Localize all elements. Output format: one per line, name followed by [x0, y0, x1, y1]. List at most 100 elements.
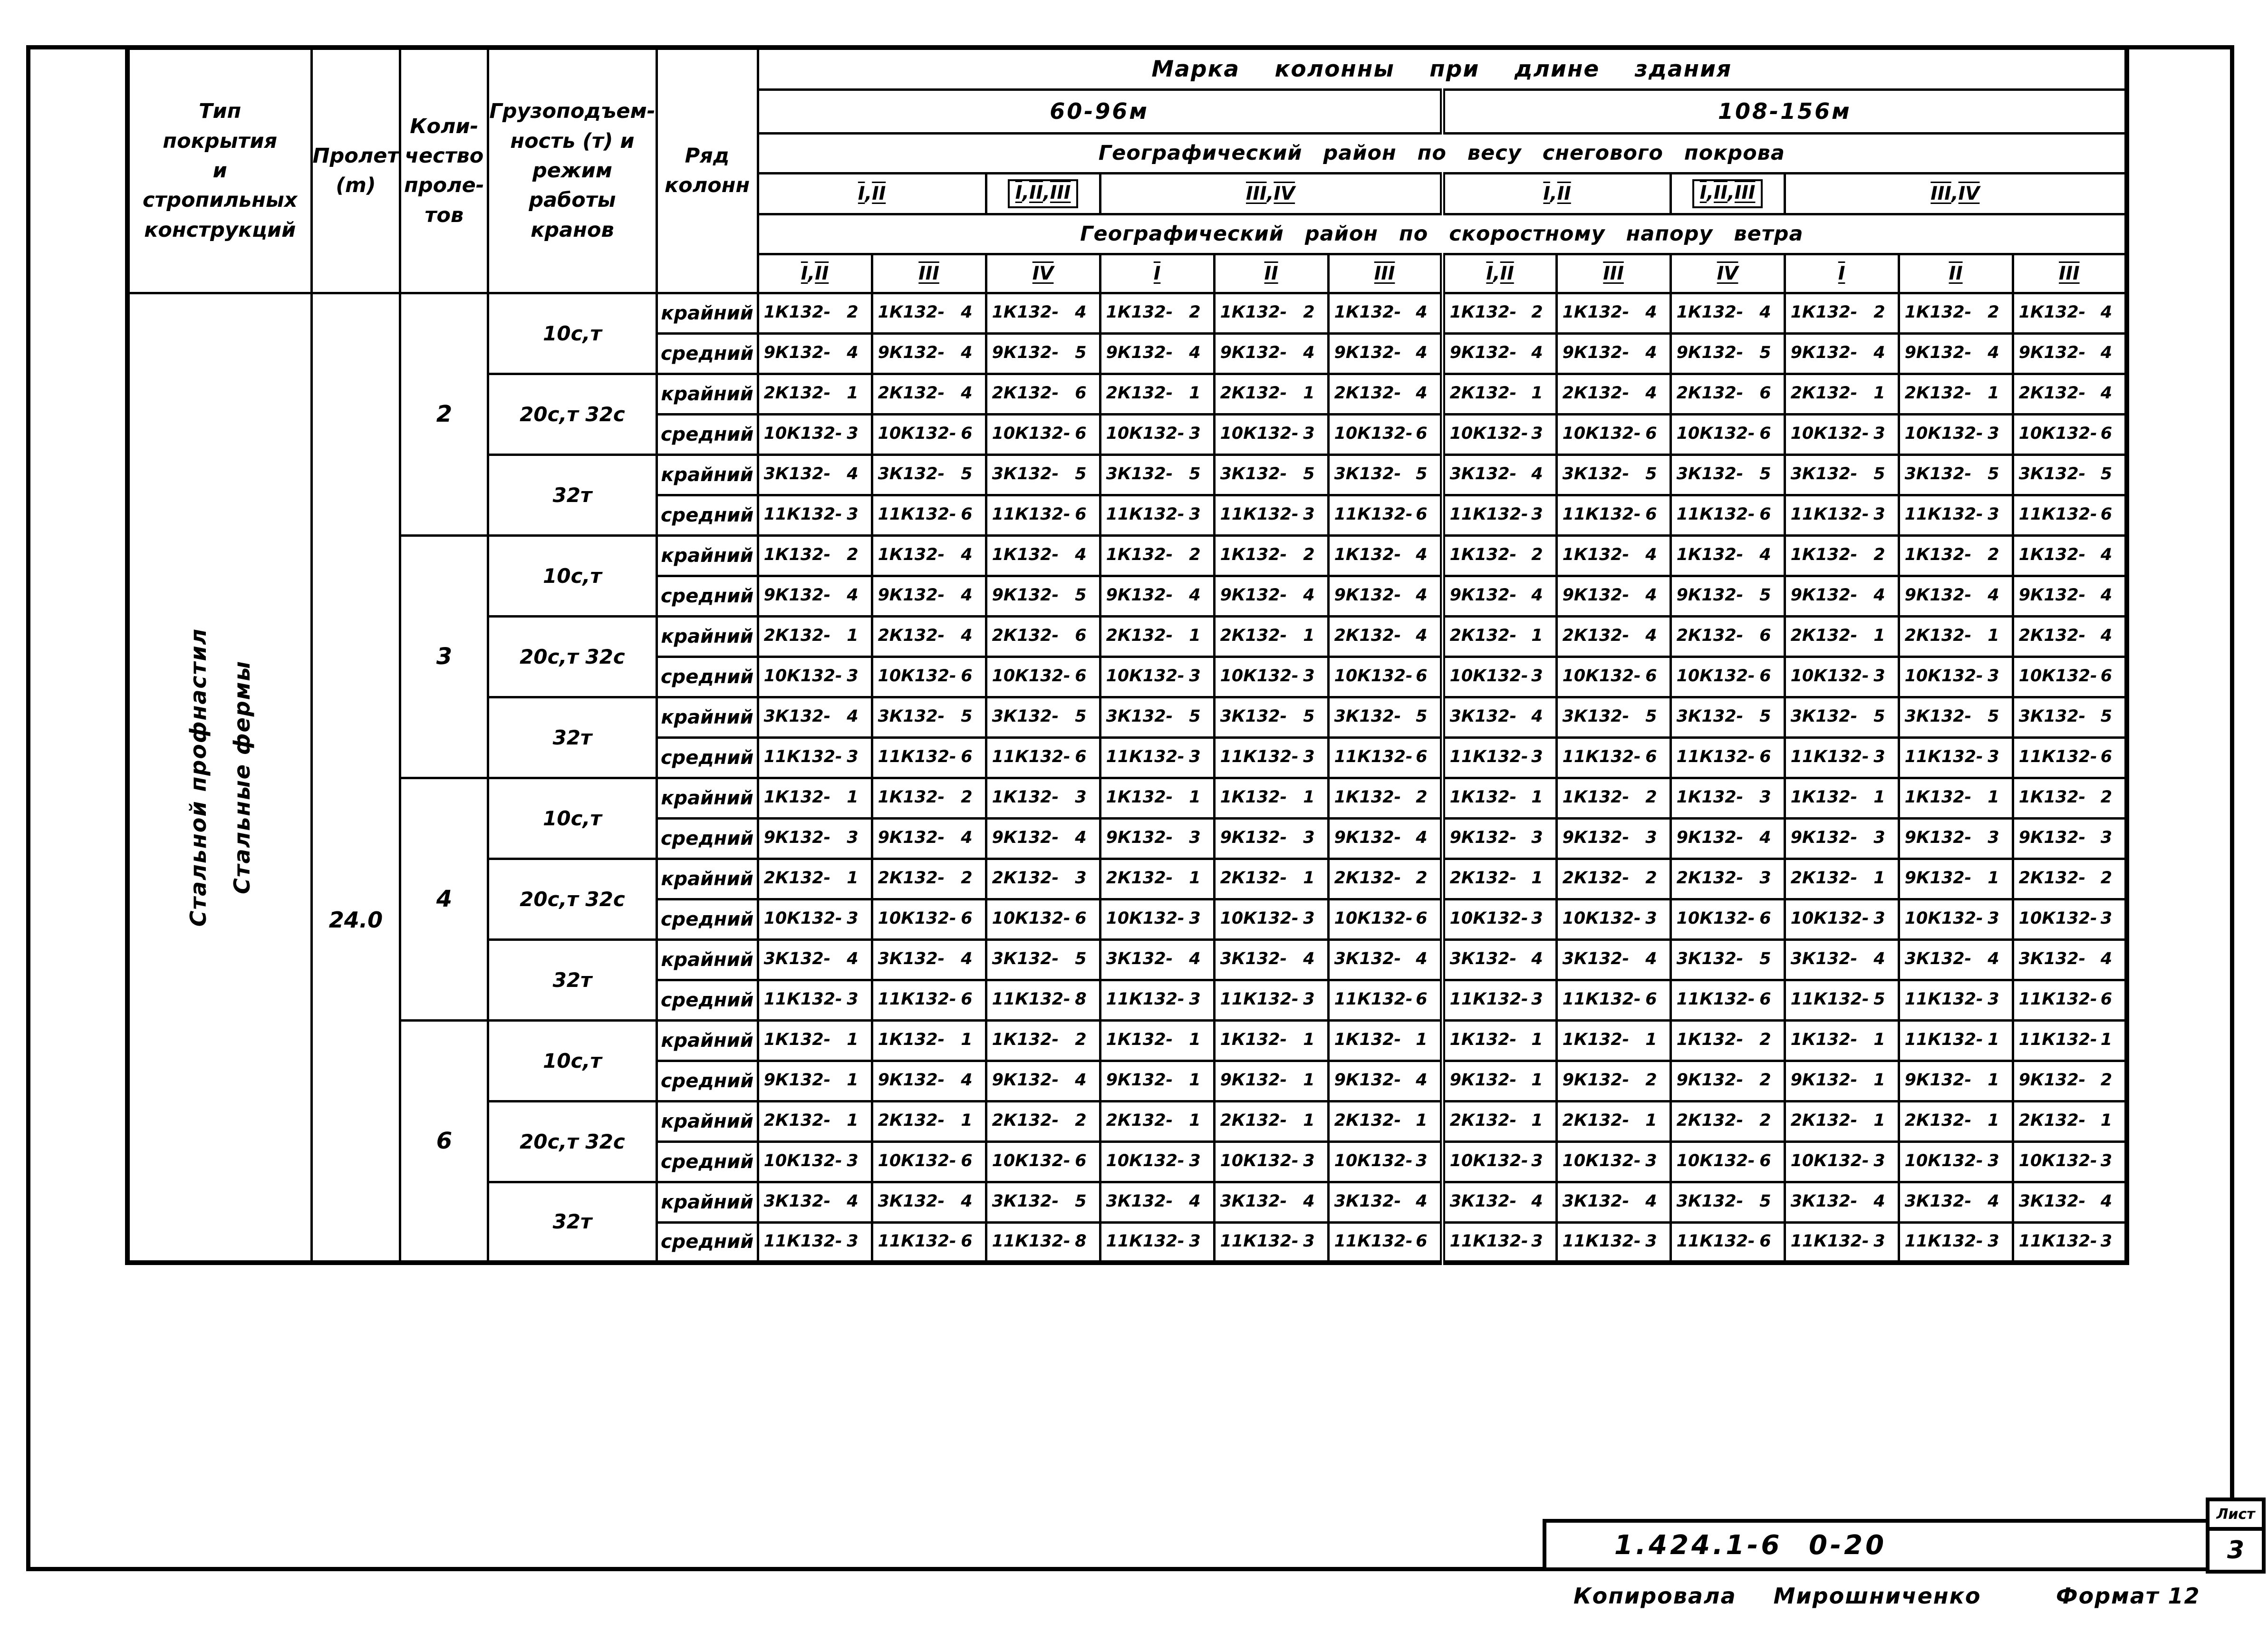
- column-mark: 11К132- 6: [1334, 747, 1428, 766]
- bay-count-cell: 6: [399, 1019, 490, 1264]
- column-mark: 2К132- 1: [763, 869, 859, 888]
- column-mark: 11К132- 6: [1676, 505, 1771, 524]
- mark-cell: 1К132- 4: [1669, 291, 1786, 335]
- mark-cell: 10К132- 6: [2011, 413, 2128, 456]
- crane-capacity-cell: 32т: [487, 1180, 658, 1264]
- col-header-column-row: Ряд колонн: [655, 46, 759, 294]
- mark-cell: 3К132- 5: [1783, 696, 1900, 739]
- mark-cell: 1К132- 1: [1783, 1019, 1900, 1062]
- mark-cell: 3К132- 5: [1897, 696, 2014, 739]
- column-mark: 9К132- 4: [992, 1071, 1087, 1090]
- crane-capacity-cell: 10с,т: [487, 776, 658, 860]
- column-mark: 11К132- 3: [1106, 747, 1201, 766]
- column-mark: 10К132- 3: [1220, 667, 1315, 686]
- column-mark: 2К132- 1: [1106, 384, 1201, 403]
- column-mark: 9К132- 4: [1106, 343, 1201, 362]
- column-mark: 3К132- 4: [1449, 949, 1543, 968]
- mark-cell: 11К132- 6: [870, 736, 987, 779]
- mark-cell: 2К132- 3: [984, 857, 1101, 900]
- column-mark: 11К132- 6: [2018, 747, 2113, 766]
- mark-cell: 3К132- 5: [1669, 938, 1786, 981]
- mark-cell: 1К132- 4: [1669, 534, 1786, 577]
- column-mark: 2К132- 6: [1676, 626, 1771, 645]
- column-mark: 1К132- 2: [992, 1030, 1087, 1049]
- mark-cell: 2К132- 1: [1213, 372, 1330, 415]
- column-mark: 3К132- 4: [1220, 1192, 1315, 1211]
- mark-cell: 9К132- 4: [1099, 574, 1216, 618]
- wind-region-col: III: [1555, 252, 1672, 294]
- column-mark: 11К132- 3: [763, 1231, 859, 1251]
- col-header-bay-count: Коли- чество проле- тов: [399, 46, 490, 294]
- mark-cell: 9К132- 4: [1897, 574, 2014, 618]
- mark-cell: 11К132- 6: [1669, 1221, 1786, 1264]
- roman-numeral: II: [1029, 182, 1043, 203]
- column-mark: 11К132- 3: [1562, 1231, 1657, 1251]
- column-mark: 10К132- 3: [1790, 667, 1885, 686]
- mark-cell: 11К132- 6: [1555, 978, 1672, 1022]
- mark-cell: 1К132- 1: [1439, 776, 1558, 820]
- column-mark: 10К132- 6: [1562, 667, 1657, 686]
- mark-cell: 11К132- 6: [1327, 978, 1444, 1022]
- mark-cell: 9К132- 3: [1555, 817, 1672, 860]
- column-mark: 9К132- 5: [1676, 343, 1771, 362]
- column-mark: 9К132- 2: [1562, 1071, 1657, 1090]
- column-mark: 2К132- 1: [878, 1111, 973, 1130]
- column-mark: 3К132- 4: [2018, 1192, 2113, 1211]
- mark-cell: 10К132- 3: [1783, 413, 1900, 456]
- mark-cell: 1К132- 1: [1555, 1019, 1672, 1062]
- mark-cell: 11К132- 3: [1897, 736, 2014, 779]
- column-row-cell: средний: [655, 655, 759, 698]
- column-mark: 2К132- 1: [1790, 384, 1885, 403]
- snow-region-group: I,II: [756, 172, 987, 215]
- mark-cell: 9К132- 5: [984, 332, 1101, 375]
- column-mark: 11К132- 3: [1106, 990, 1201, 1009]
- mark-cell: 11К132- 6: [870, 493, 987, 537]
- roman-numeral: II: [1949, 262, 1963, 284]
- column-mark: 3К132- 4: [1334, 1192, 1428, 1211]
- table-row: 20с,т 32с крайний 2К132- 1 2К132- 2 2К132- 3 2К1…: [127, 857, 2128, 941]
- column-mark: 9К132- 5: [1676, 586, 1771, 605]
- mark-cell: 2К132- 4: [1555, 615, 1672, 658]
- column-mark: 9К132- 4: [1904, 586, 1999, 605]
- mark-cell: 11К132- 3: [1897, 978, 2014, 1022]
- mark-cell: 2К132- 1: [756, 1100, 873, 1143]
- mark-cell: 1К132- 3: [984, 776, 1101, 820]
- mark-cell: 2К132- 1: [756, 372, 873, 415]
- column-mark: 2К132- 3: [992, 869, 1087, 888]
- column-mark: 1К132- 2: [1790, 303, 1885, 322]
- column-mark: 11К132- 6: [1676, 990, 1771, 1009]
- mark-cell: 3К132- 4: [1439, 453, 1558, 496]
- mark-cell: 11К132- 3: [1213, 493, 1330, 537]
- mark-cell: 9К132- 4: [1327, 817, 1444, 860]
- mark-cell: 2К132- 1: [2011, 1100, 2128, 1143]
- mark-cell: 9К132- 3: [1897, 817, 2014, 860]
- column-mark: 3К132- 5: [2018, 464, 2113, 483]
- column-mark: 1К132- 1: [1334, 1030, 1428, 1049]
- column-row-cell: крайний: [655, 1180, 759, 1224]
- mark-cell: 2К132- 1: [1783, 857, 1900, 900]
- column-mark: 2К132- 1: [1334, 1111, 1428, 1130]
- mark-cell: 9К132- 3: [1213, 817, 1330, 860]
- column-mark: 3К132- 5: [1790, 464, 1885, 483]
- column-mark: 1К132- 2: [1676, 1030, 1771, 1049]
- table-row: средний 11К132- 3 11К132- 6 11К132- 8 11К132- 3 1…: [127, 978, 2128, 1022]
- column-mark: 3К132- 4: [1106, 1192, 1201, 1211]
- mark-cell: 10К132- 6: [1327, 655, 1444, 698]
- mark-cell: 10К132- 6: [1669, 655, 1786, 698]
- col-header-span: Пролет (m): [310, 46, 402, 294]
- column-mark: 11К132- 6: [878, 990, 973, 1009]
- column-mark: 9К132- 1: [1904, 869, 1999, 888]
- column-mark: 3К132- 5: [1334, 464, 1428, 483]
- column-mark: 10К132- 3: [763, 667, 859, 686]
- column-marks-table: Тип покрытия и стропильных конструкций П…: [125, 45, 2130, 1265]
- column-mark: 3К132- 4: [1562, 1192, 1657, 1211]
- mark-cell: 11К132- 3: [1439, 493, 1558, 537]
- column-mark: 1К132- 1: [763, 1030, 859, 1049]
- column-mark: 3К132- 5: [1676, 464, 1771, 483]
- mark-cell: 3К132- 5: [984, 696, 1101, 739]
- column-mark: 9К132- 1: [1220, 1071, 1315, 1090]
- boxed-region-label: I,II,III: [1692, 179, 1763, 208]
- mark-cell: 2К132- 1: [1783, 372, 1900, 415]
- column-mark: 1К132- 2: [1334, 788, 1428, 807]
- mark-cell: 10К132- 6: [984, 413, 1101, 456]
